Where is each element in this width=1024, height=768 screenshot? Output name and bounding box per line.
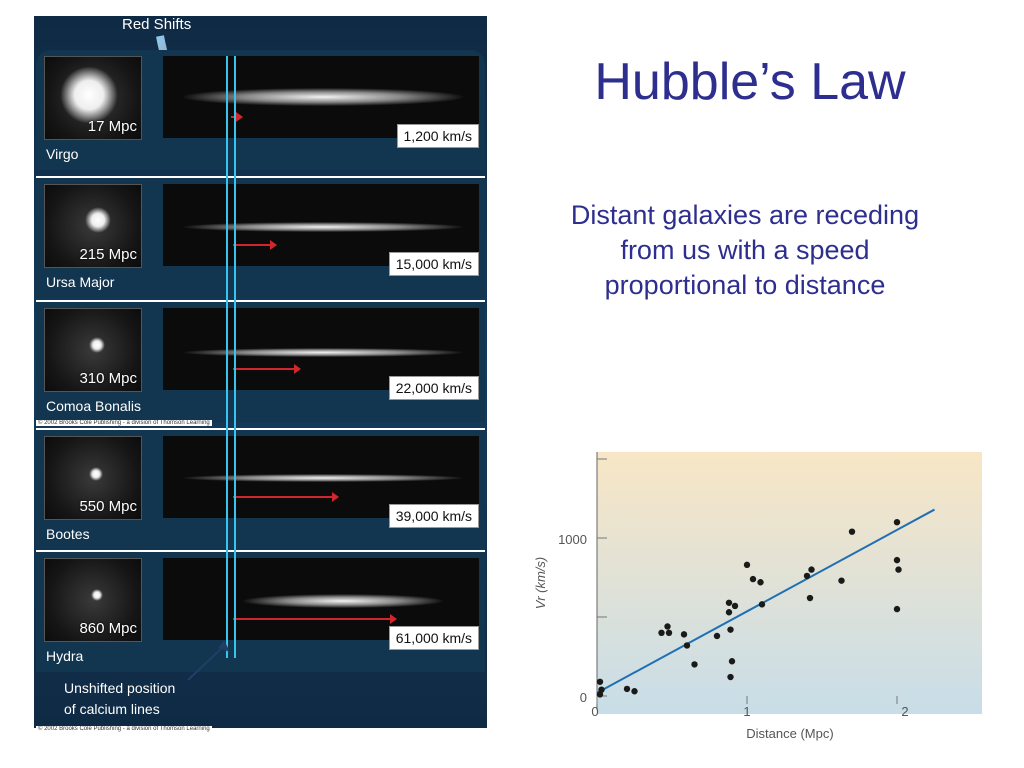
y-tick-label-1000: 1000 [558,532,587,547]
galaxy-row-ursa-major: 215 Mpc Ursa Major 15,000 km/s [36,176,485,298]
x-tick-label-0: 0 [591,704,598,719]
data-point-2 [596,691,604,698]
data-point-22 [803,572,811,580]
galaxy-row-virgo: 17 Mpc Virgo 1,200 km/s [36,50,485,170]
galaxy-image-hydra: 860 Mpc [44,558,142,642]
data-point-26 [848,528,856,535]
fit-line [596,508,935,694]
galaxy-image-ursa-major: 215 Mpc [44,184,142,268]
galaxy-distance: 17 Mpc [87,118,137,135]
data-point-25 [838,577,845,584]
velocity-label: 1,200 km/s [396,124,479,148]
galaxy-name: Hydra [46,648,84,664]
galaxy-name: Virgo [46,146,79,162]
unshifted-line-1: Unshifted position [64,680,176,696]
unshifted-label: Unshifted position of calcium lines [64,678,175,720]
data-point-0 [596,678,604,685]
data-point-29 [895,566,902,573]
galaxy-distance: 310 Mpc [79,370,137,387]
galaxy-distance: 860 Mpc [79,620,137,637]
data-point-14 [727,626,734,633]
unshifted-line-2: of calcium lines [64,701,160,717]
data-point-11 [713,632,721,640]
data-point-19 [749,575,757,583]
data-point-13 [725,609,733,616]
data-point-15 [728,658,736,665]
redshift-arrow-icon [233,492,339,502]
data-point-10 [691,661,698,668]
data-point-21 [758,601,766,608]
data-point-28 [893,556,901,564]
galaxy-image-virgo: 17 Mpc [44,56,142,140]
galaxy-row-comoa-bonalis: 310 Mpc Comoa Bonalis 22,000 km/s [36,300,485,422]
spectrum-hydra [163,558,479,640]
data-point-7 [665,629,673,636]
galaxy-image-comoa-bonalis: 310 Mpc [44,308,142,392]
data-point-16 [727,673,734,681]
spectra-panel: Red Shifts 17 Mpc Virgo 1,200 km/s 215 M… [34,16,487,732]
data-point-18 [743,561,751,569]
credit-text: © 2002 Brooks Cole Publishing - a divisi… [36,726,212,732]
data-point-3 [623,685,631,693]
galaxy-name: Comoa Bonalis [46,398,141,414]
pointer-arrow-icon [187,640,230,681]
chart-plot-area [597,452,982,714]
galaxy-distance: 550 Mpc [79,498,137,515]
calcium-line-2 [234,56,236,658]
redshift-arrow-icon [233,240,277,250]
data-point-20 [757,579,764,586]
credit-text: © 2002 Brooks Cole Publishing - a divisi… [36,420,212,426]
data-point-6 [664,623,671,630]
spectrum-ursa-major [163,184,479,266]
data-point-5 [658,629,665,636]
data-point-27 [893,519,901,526]
slide-title: Hubble’s Law [594,53,906,111]
data-point-8 [680,631,688,638]
velocity-label: 15,000 km/s [388,252,479,276]
data-point-30 [893,605,901,613]
x-axis-label: Distance (Mpc) [746,726,833,741]
hubble-scatter-chart: 0 1000 0 1 2 Distance (Mpc) Vr (km/s) [533,452,982,741]
red-shifts-label: Red Shifts [122,16,192,33]
slide-subtitle: Distant galaxies are receding from us wi… [570,200,920,300]
galaxy-image-bootes: 550 Mpc [44,436,142,520]
galaxy-name: Bootes [46,526,90,542]
galaxy-distance: 215 Mpc [79,246,137,263]
y-axis-label: Vr (km/s) [533,557,548,609]
galaxy-row-bootes: 550 Mpc Bootes 39,000 km/s [36,428,485,550]
calcium-line-1 [226,56,228,658]
data-point-24 [806,594,814,602]
x-tick-label-1: 1 [743,704,750,719]
x-tick-label-2: 2 [901,704,908,719]
data-point-17 [731,602,739,610]
data-point-12 [725,599,733,606]
redshift-arrow-icon [233,614,397,624]
y-tick-label-0: 0 [580,690,587,705]
velocity-label: 39,000 km/s [388,504,479,528]
data-point-9 [683,642,691,649]
galaxy-row-hydra: 860 Mpc Hydra 61,000 km/s [36,550,485,672]
velocity-label: 22,000 km/s [388,376,479,400]
data-point-4 [631,688,638,695]
data-point-23 [808,566,815,573]
velocity-label: 61,000 km/s [388,626,479,650]
redshift-arrow-icon [233,364,301,374]
galaxy-name: Ursa Major [46,274,115,290]
